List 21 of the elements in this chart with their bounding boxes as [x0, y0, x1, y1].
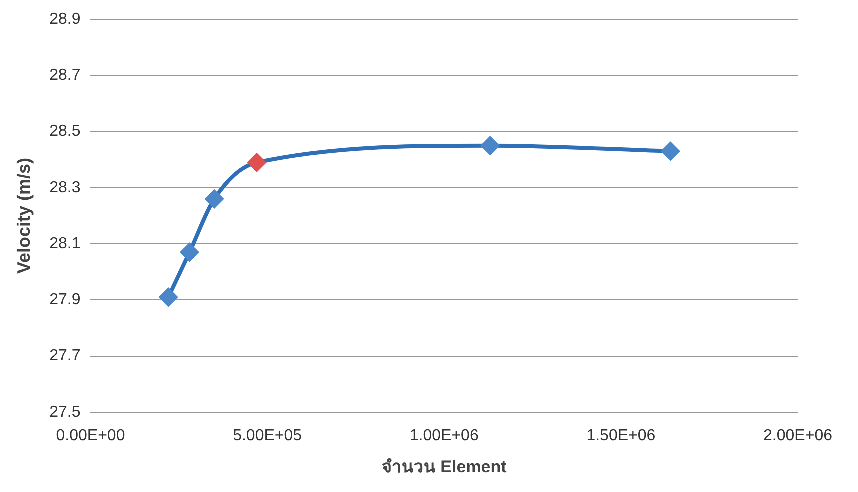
y-tick-label: 28.9: [50, 11, 81, 28]
x-tick-label: 1.00E+06: [410, 427, 479, 444]
x-tick-label: 2.00E+06: [764, 427, 833, 444]
y-tick-label: 27.7: [50, 348, 81, 365]
y-tick-label: 28.5: [50, 123, 81, 140]
y-tick-label: 27.5: [50, 404, 81, 421]
y-tick-label: 27.9: [50, 292, 81, 309]
x-axis-title: จำนวน Element: [382, 457, 508, 476]
y-tick-label: 28.7: [50, 67, 81, 84]
y-axis-title: Velocity (m/s): [14, 158, 34, 274]
point: [481, 136, 500, 155]
point: [180, 243, 199, 262]
y-tick-label: 28.3: [50, 179, 81, 196]
x-tick-label: 5.00E+05: [233, 427, 302, 444]
x-tick-label: 1.50E+06: [586, 427, 656, 444]
point: [662, 142, 680, 160]
point: [206, 190, 224, 208]
point: [248, 154, 266, 172]
y-tick-label: 28.1: [50, 235, 81, 252]
x-tick-label: 0.00E+00: [56, 427, 126, 444]
point: [160, 288, 178, 306]
